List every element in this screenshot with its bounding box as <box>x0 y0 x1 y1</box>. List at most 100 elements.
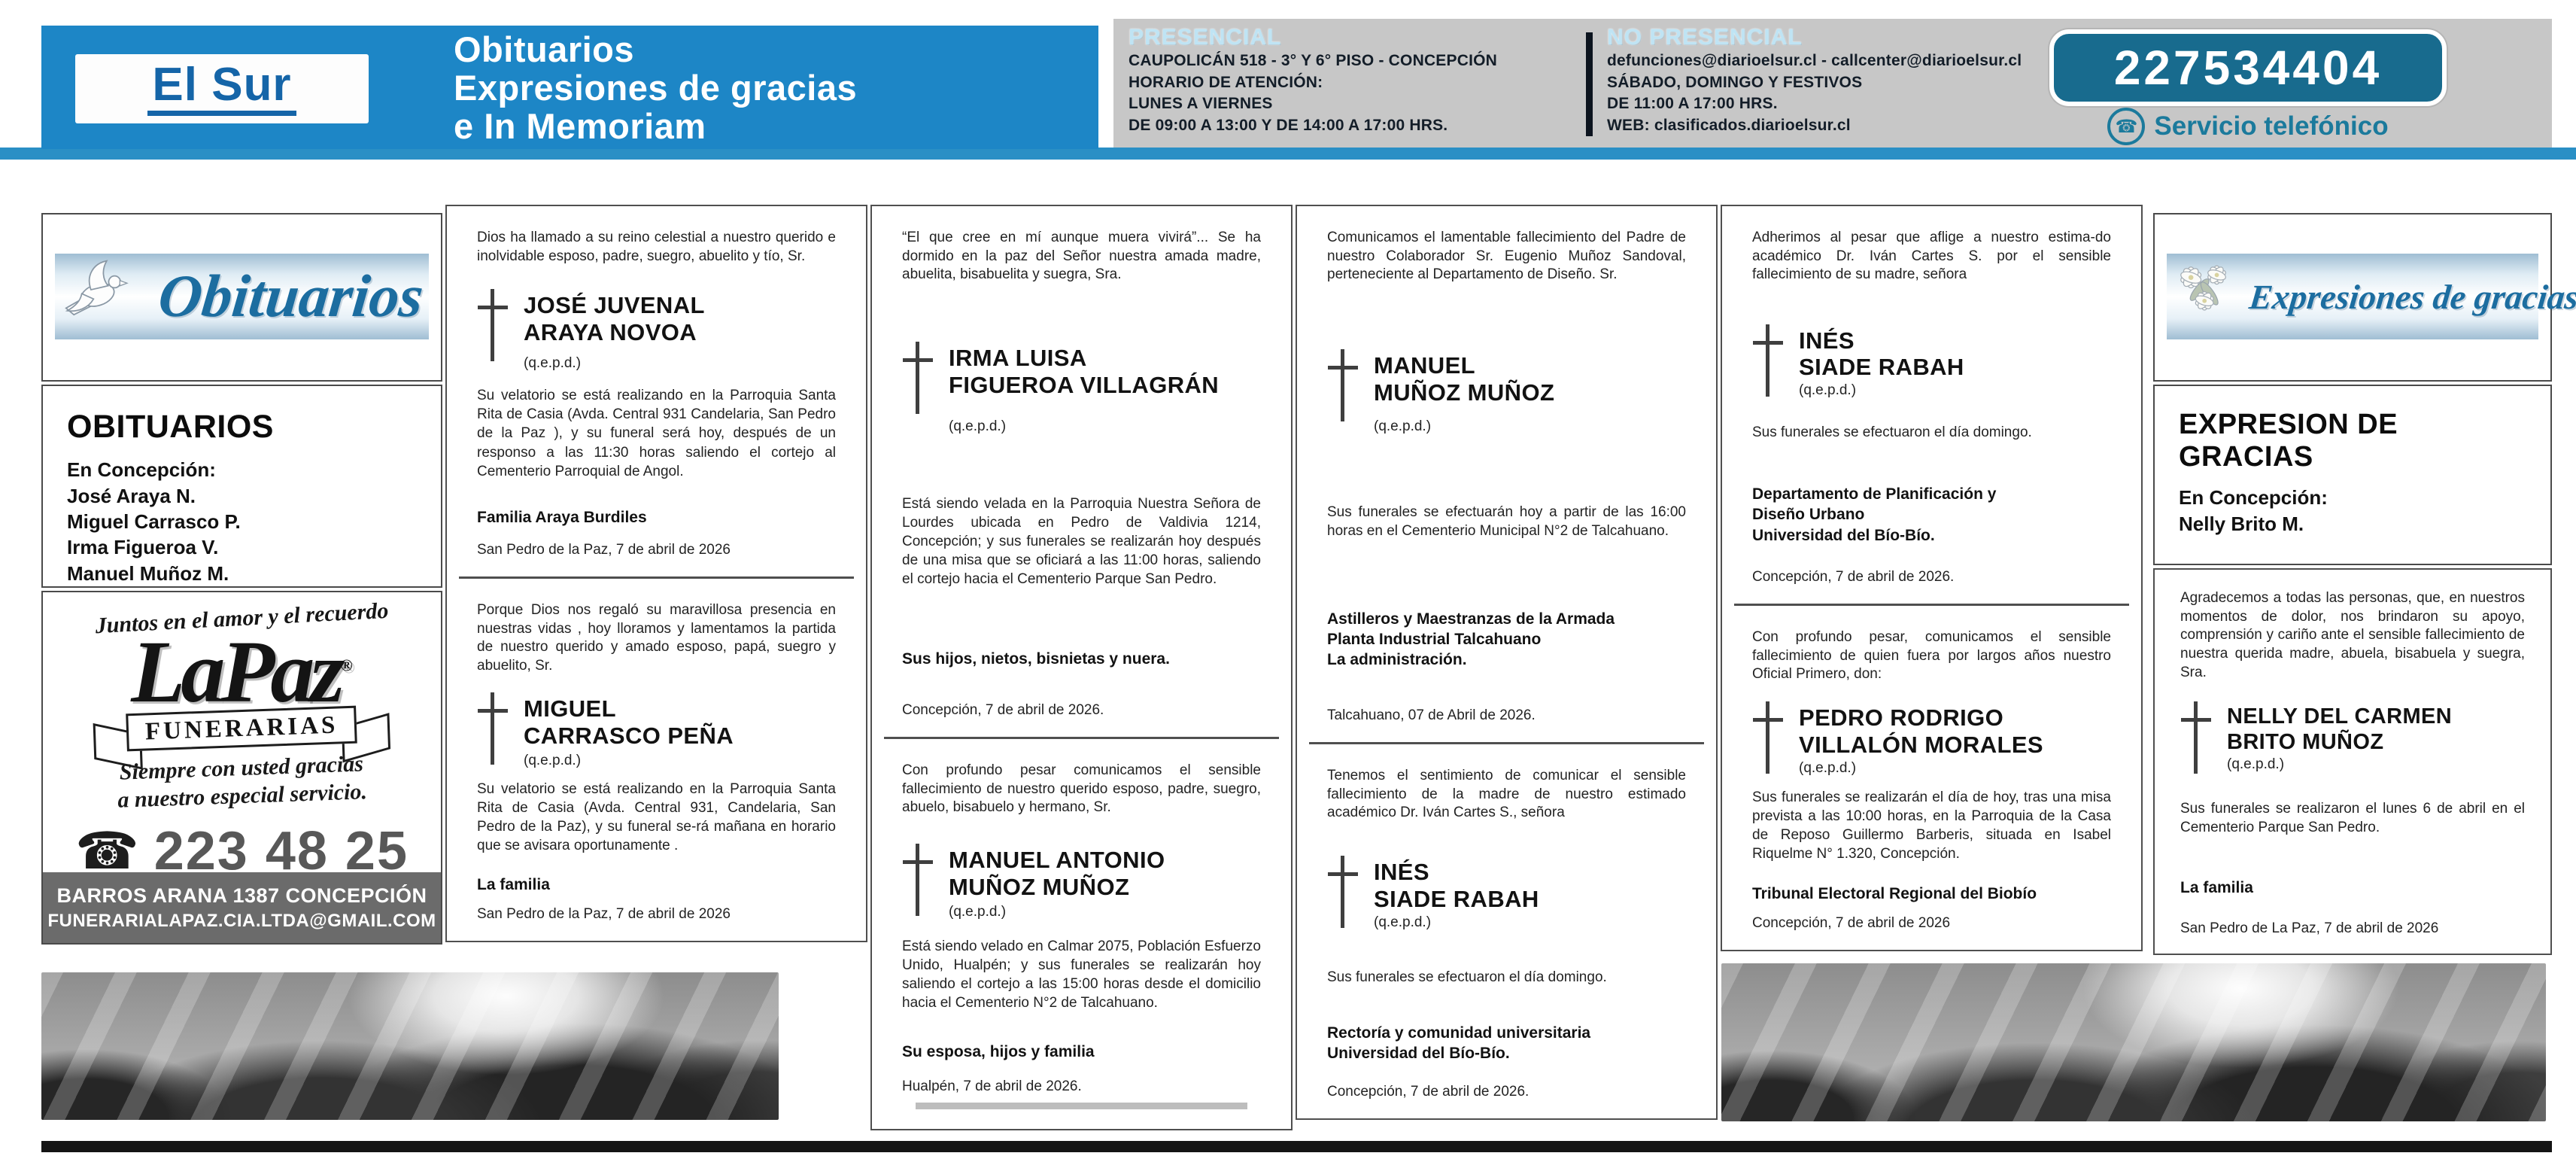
cross-icon <box>1327 856 1374 931</box>
obituarios-logo-box: Obituarios <box>41 213 442 382</box>
contact-divider <box>1586 32 1593 136</box>
no-presencial-line: WEB: clasificados.diarioelsur.cl <box>1607 116 1851 134</box>
deceased-name-line: VILLALÓN MORALES <box>1799 731 2043 758</box>
presencial-line: LUNES A VIERNES <box>1129 95 1273 113</box>
cross-icon <box>2180 701 2227 777</box>
page-title: Obituarios Expresiones de gracias e In M… <box>454 30 857 146</box>
notice-intro: Comunicamos el lamentable fallecimiento … <box>1327 230 1686 283</box>
no-presencial-info: NO PRESENCIAL defunciones@diarioelsur.cl… <box>1607 25 2022 136</box>
deceased-name-line: MUÑOZ MUÑOZ <box>1374 379 1555 406</box>
gracias-logo-text: Expresiones de gracias <box>2247 277 2576 316</box>
qepd-label: (q.e.p.d.) <box>1799 759 1857 776</box>
phone-icon: ☎ <box>2107 108 2146 145</box>
presencial-line: HORARIO DE ATENCIÓN: <box>1129 73 1323 91</box>
ad-footer: BARROS ARANA 1387 CONCEPCIÓN FUNERARIALA… <box>43 872 441 943</box>
obituary-column-b: “El que cree en mí aunque muera vivirá”.… <box>870 205 1293 1130</box>
notice-dateline: Concepción, 7 de abril de 2026 <box>1752 914 1951 931</box>
registered-mark: ® <box>340 656 353 675</box>
notice-dateline: Talcahuano, 07 de Abril de 2026. <box>1327 707 1536 724</box>
deceased-name-block: PEDRO RODRIGO VILLALÓN MORALES (q.e.p.d.… <box>1752 701 2111 777</box>
qepd-label: (q.e.p.d.) <box>1799 382 1857 399</box>
notice-signature: Tribunal Electoral Regional del Biobío <box>1752 884 2037 902</box>
notice-signature: Rectoría y comunidad universitaria <box>1327 1024 1591 1042</box>
column-end-bar <box>916 1103 1247 1110</box>
notice-dateline: San Pedro de la Paz, 7 de abril de 2026 <box>477 542 731 558</box>
notice-divider <box>1309 742 1704 744</box>
lapaz-logo: LaPaz® <box>56 628 427 716</box>
notice-divider <box>1734 604 2129 606</box>
obituary-notice: Tenemos el sentimiento de comunicar el s… <box>1297 744 1716 1118</box>
phone-number-badge: 227534404 <box>2049 29 2447 106</box>
deceased-name-line: ARAYA NOVOA <box>524 319 697 346</box>
notice-body: Su velatorio se está realizando en la Pa… <box>477 781 836 854</box>
index-name: Nelly Brito M. <box>2179 512 2304 535</box>
header-contact-bar: PRESENCIAL CAUPOLICÁN 518 - 3° Y 6° PISO… <box>1113 19 2552 148</box>
presencial-info: PRESENCIAL CAUPOLICÁN 518 - 3° Y 6° PISO… <box>1129 25 1497 136</box>
header-underline-strip <box>0 148 2576 160</box>
phone-icon: ☎ <box>74 822 139 880</box>
flowers-icon <box>2171 258 2239 325</box>
cross-icon <box>477 289 524 364</box>
notice-intro: Con profundo pesar comunicamos el sensib… <box>902 762 1261 816</box>
deceased-name-line: MIGUEL <box>524 695 616 722</box>
cross-icon <box>902 844 949 919</box>
deceased-name-block: IRMA LUISA FIGUEROA VILLAGRÁN (q.e.p.d.) <box>902 341 1261 435</box>
notice-body: Está siendo velado en Calmar 2075, Pobla… <box>902 938 1261 1011</box>
notice-dateline: Hualpén, 7 de abril de 2026. <box>902 1078 1082 1095</box>
deceased-name-line: IRMA LUISA <box>949 344 1087 371</box>
gracias-index-title: EXPRESION DE GRACIAS <box>2179 409 2398 473</box>
cross-icon <box>902 341 949 417</box>
gracias-notice: Agradecemos a todas las personas, que, e… <box>2155 570 2550 954</box>
clouds-photo-left <box>41 972 779 1120</box>
qepd-label: (q.e.p.d.) <box>949 904 1007 920</box>
funerarias-ribbon-text: FUNERARIAS <box>126 705 358 751</box>
deceased-name-line: FIGUEROA VILLAGRÁN <box>949 371 1220 398</box>
no-presencial-line: DE 11:00 A 17:00 HRS. <box>1607 95 1778 113</box>
notice-intro: Adherimos al pesar que aflige a nuestro … <box>1752 230 2111 283</box>
notice-body: Sus funerales se efectuaron el día domin… <box>1327 969 1607 985</box>
notice-intro: Agradecemos a todas las personas, que, e… <box>2180 590 2525 680</box>
deceased-name-block: NELLY DEL CARMEN BRITO MUÑOZ (q.e.p.d.) <box>2180 701 2525 777</box>
obituarios-index-box: OBITUARIOS En Concepción: José Araya N. … <box>41 385 442 636</box>
deceased-name-line: MANUEL ANTONIO <box>949 847 1165 874</box>
page-title-line: Expresiones de gracias <box>454 68 858 108</box>
gracias-logo-band: Expresiones de gracias <box>2167 254 2576 339</box>
notice-body: Sus funerales se realizaron el lunes 6 d… <box>2180 800 2525 835</box>
deceased-name-line: SIADE RABAH <box>1799 354 1964 381</box>
bottom-rule <box>41 1141 2552 1152</box>
qepd-label: (q.e.p.d.) <box>949 418 1007 434</box>
notice-intro: “El que cree en mí aunque muera vivirá”.… <box>902 230 1261 283</box>
notice-body: Sus funerales se efectuarán hoy a partir… <box>1327 504 1686 540</box>
notice-dateline: Concepción, 7 de abril de 2026. <box>1752 569 1955 585</box>
notice-intro: Tenemos el sentimiento de comunicar el s… <box>1327 768 1686 821</box>
phone-service-text: Servicio telefónico <box>2154 111 2389 141</box>
deceased-name-line: NELLY DEL CARMEN <box>2227 704 2453 729</box>
notice-signature: Departamento de Planificación y <box>1752 485 1997 503</box>
index-name: José Araya N. <box>67 484 196 507</box>
deceased-name-block: MANUEL ANTONIO MUÑOZ MUÑOZ (q.e.p.d.) <box>902 844 1261 920</box>
deceased-name-line: BRITO MUÑOZ <box>2227 729 2384 754</box>
obituary-column-a: Dios ha llamado a su reino celestial a n… <box>445 205 867 942</box>
obituary-column-d: Adherimos al pesar que aflige a nuestro … <box>1721 205 2143 951</box>
ad-phone-number: 223 48 25 <box>153 820 409 881</box>
notice-body: Su velatorio se está realizando en la Pa… <box>477 388 836 479</box>
page-title-line: e In Memoriam <box>454 106 706 147</box>
notice-divider <box>459 576 854 579</box>
cross-icon <box>1752 701 1799 777</box>
notice-signature: Familia Araya Burdiles <box>477 508 647 526</box>
qepd-label: (q.e.p.d.) <box>524 355 582 372</box>
deceased-name-line: INÉS <box>1374 859 1429 886</box>
qepd-label: (q.e.p.d.) <box>1374 418 1432 435</box>
qepd-label: (q.e.p.d.) <box>524 752 582 768</box>
obituarios-index-location: En Concepción: <box>67 458 216 481</box>
notice-signature: Planta Industrial Talcahuano <box>1327 630 1542 648</box>
index-name: Manuel Muñoz M. <box>67 561 229 585</box>
gracias-notice-box: Agradecemos a todas las personas, que, e… <box>2153 568 2552 955</box>
notice-dateline: Concepción, 7 de abril de 2026. <box>902 702 1104 718</box>
deceased-name-block: INÉS SIADE RABAH (q.e.p.d.) <box>1752 324 2111 400</box>
clouds-photo-right <box>1721 963 2546 1121</box>
lapaz-logo-text: LaPaz <box>131 622 345 721</box>
obituary-column-c: Comunicamos el lamentable fallecimiento … <box>1296 205 1718 1120</box>
gracias-index-location: En Concepción: <box>2179 486 2328 509</box>
deceased-name-line: CARRASCO PEÑA <box>524 722 734 749</box>
